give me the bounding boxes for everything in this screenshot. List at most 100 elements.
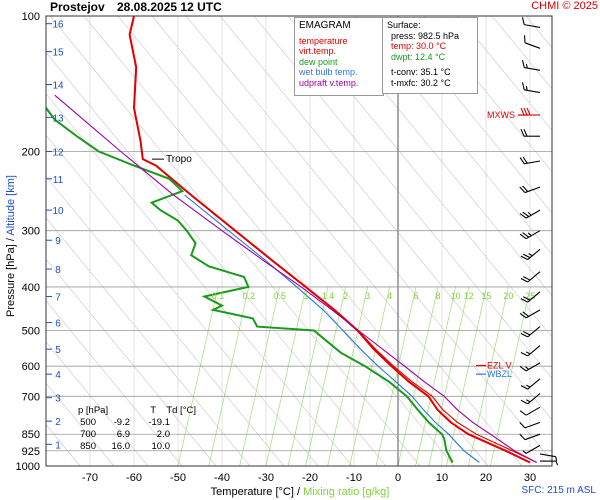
mixing-ratio-label: 15 — [481, 291, 491, 301]
wind-barb-feather — [522, 296, 531, 301]
wind-barb-feather — [520, 385, 528, 390]
wind-barb-staff — [524, 42, 541, 49]
wind-barb-feather — [520, 332, 528, 338]
temperature-tick-label: -10 — [346, 472, 362, 484]
credit-label: CHMI © 2025 — [531, 0, 598, 12]
wind-barb-feather — [519, 421, 526, 429]
wind-barb — [519, 156, 541, 165]
level-table-header: p [hPa] T Td [°C] — [78, 405, 196, 416]
dry-adiabat-line — [46, 300, 183, 466]
wind-barb-half-feather — [526, 351, 531, 355]
x-axis-separator: / — [297, 486, 304, 498]
dry-adiabat-line — [457, 16, 552, 131]
pressure-tick-label: 925 — [22, 446, 40, 458]
wind-barb — [520, 248, 541, 261]
wind-barb-feather — [523, 35, 526, 43]
wind-barb-half-feather — [555, 460, 559, 466]
y-axis-label-altitude: Altitude [km] — [5, 175, 17, 236]
temperature-tick-label: -40 — [214, 472, 230, 484]
altitude-tick-label: 14 — [52, 81, 64, 92]
sounding-datetime: 28.08.2025 12 UTC — [117, 0, 222, 14]
altitude-tick-label: 15 — [52, 48, 64, 59]
temperature-tick-label: -70 — [82, 472, 98, 484]
wind-barb-staff — [525, 406, 541, 416]
wind-barb-feather — [522, 253, 531, 259]
station-name: Prostejov — [50, 0, 105, 14]
plot-frame — [45, 15, 553, 467]
mixing-ratio-label: 4 — [387, 291, 392, 301]
dry-adiabat-line — [46, 341, 149, 466]
mixing-ratio-label: 10 — [451, 291, 461, 301]
wind-barb-half-feather — [528, 253, 533, 257]
altitude-tick-label: 6 — [55, 319, 61, 330]
mixing-ratio-label: 0.2 — [243, 291, 256, 301]
altitude-tick-label: 16 — [52, 20, 64, 31]
dry-adiabat-line — [151, 16, 523, 466]
wind-barb-feather — [521, 17, 525, 25]
wind-barb-feather — [522, 185, 529, 192]
wind-barb-half-feather — [527, 211, 532, 216]
wind-barb-half-feather — [525, 63, 528, 69]
wind-barb-feather — [520, 351, 528, 357]
wind-barb — [523, 35, 541, 49]
series-udpraft-v-temp- — [54, 94, 537, 463]
legend-item-dew-point: dew point — [299, 56, 338, 67]
wind-barb-feather — [519, 157, 525, 165]
mixing-ratio-line — [265, 286, 307, 466]
wet-bulb-zero-label: WBZL — [487, 369, 512, 379]
altitude-tick-label: 3 — [55, 394, 61, 405]
level-table-row: 700 6.9 2.0 — [80, 429, 170, 440]
surface-title: Surface: — [387, 20, 421, 30]
wind-barb — [521, 59, 541, 71]
x-axis-label-mixing: Mixing ratio [g/kg] — [303, 486, 390, 498]
altitude-tick-label: 11 — [53, 175, 64, 186]
wind-barb-feather — [519, 186, 526, 193]
wind-barb — [520, 107, 540, 116]
level-table-row: 500 -9.2 -19.1 — [80, 417, 170, 428]
wind-barb — [520, 345, 541, 357]
pressure-tick-label: 400 — [22, 282, 40, 294]
dry-adiabat-line — [423, 16, 552, 173]
series-lines — [46, 16, 537, 464]
temperature-tick-label: -50 — [170, 472, 186, 484]
wind-barb-feather — [520, 399, 528, 405]
wind-barb-staff — [524, 421, 541, 429]
wind-barb — [519, 362, 541, 372]
altitude-tick-label: 9 — [55, 236, 61, 247]
wind-barb — [520, 326, 541, 338]
mixing-ratio-label: 0.1 — [212, 291, 225, 301]
pressure-tick-label: 1000 — [16, 461, 40, 473]
wind-barb-staff — [524, 24, 541, 28]
mixing-ratio-line — [415, 286, 456, 466]
wind-barb-staff — [524, 433, 541, 441]
wind-barb — [520, 393, 541, 405]
altitude-tick-label: 13 — [52, 113, 64, 124]
y-axis-label-pressure: Pressure [hPa] — [5, 244, 17, 317]
dry-adiabat-line — [46, 176, 285, 466]
altitude-tick-label: 7 — [55, 292, 61, 303]
wind-barb-half-feather — [526, 399, 531, 403]
wind-barb-feather — [522, 311, 530, 317]
freezing-level-label: EZL V — [487, 361, 512, 371]
pressure-tick-label: 500 — [22, 326, 40, 338]
altitude-tick-label: 1 — [55, 440, 61, 451]
pressure-tick-label: 700 — [22, 391, 40, 403]
mixing-ratio-label: 3 — [365, 291, 370, 301]
wind-barb — [521, 82, 541, 94]
wind-barb-half-feather — [522, 450, 527, 454]
altitude-tick-label: 10 — [52, 206, 64, 217]
wind-barb-feather — [519, 365, 527, 372]
dry-adiabat-line — [83, 16, 455, 466]
legend-box: EMAGRAM temperature virt.temp. dew point… — [294, 17, 384, 96]
x-axis-title: Temperature [°C] / Mixing ratio [g/kg] — [0, 486, 600, 498]
dry-adiabat-line — [46, 93, 353, 466]
legend-item-temperature: temperature — [299, 35, 348, 46]
altitude-tick-label: 2 — [55, 417, 61, 428]
wind-barb — [519, 421, 541, 429]
mixing-ratio-label: 2 — [343, 291, 348, 301]
level-table-row: 850 16.0 10.0 — [80, 441, 170, 452]
wind-barb-feather — [521, 59, 525, 68]
mixing-ratio-label: 1.4 — [322, 291, 335, 301]
temperature-tick-label: -60 — [126, 472, 142, 484]
wind-barb-half-feather — [527, 232, 532, 237]
